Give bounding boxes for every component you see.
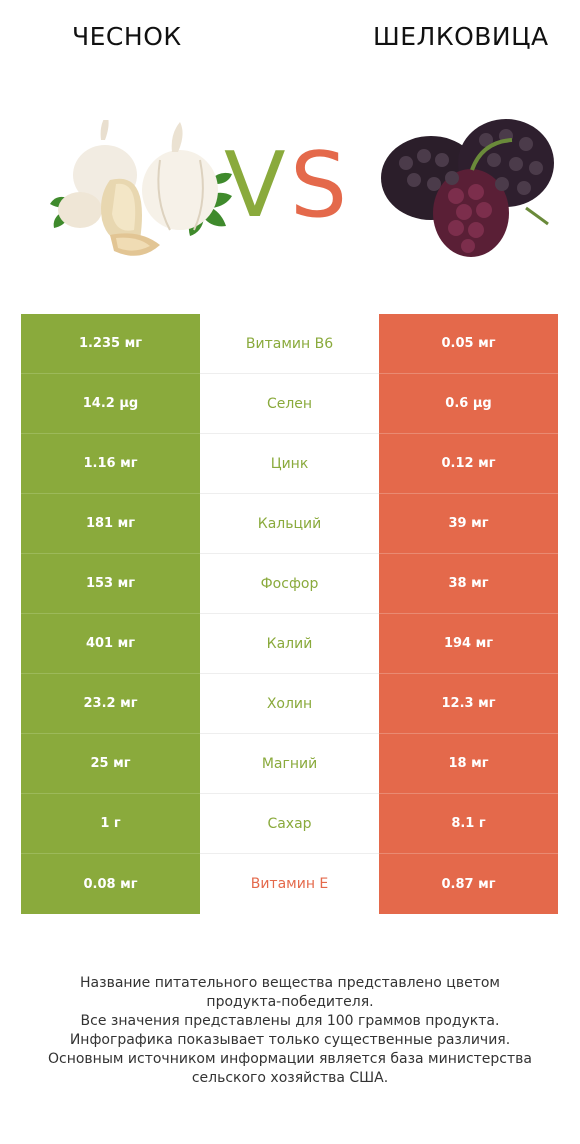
footnote-line: Основным источником информации является … (48, 1051, 532, 1067)
garlic-illustration-icon (50, 120, 232, 256)
table-row: 14.2 µg Селен 0.6 µg (21, 374, 558, 434)
table-row: 1.16 мг Цинк 0.12 мг (21, 434, 558, 494)
nutrient-name: Фосфор (200, 554, 379, 614)
left-food-value: 25 мг (21, 734, 200, 794)
footnote: Название питательного вещества представл… (20, 974, 560, 1088)
left-food-title: ЧЕСНОК (72, 22, 182, 51)
right-food-value: 18 мг (379, 734, 558, 794)
nutrient-name: Магний (200, 734, 379, 794)
left-food-value: 1 г (21, 794, 200, 854)
table-row: 153 мг Фосфор 38 мг (21, 554, 558, 614)
footnote-line: Все значения представлены для 100 граммо… (80, 1013, 500, 1029)
left-food-value: 23.2 мг (21, 674, 200, 734)
table-row: 181 мг Кальций 39 мг (21, 494, 558, 554)
nutrient-name: Сахар (200, 794, 379, 854)
right-food-value: 0.6 µg (379, 374, 558, 434)
left-food-value: 14.2 µg (21, 374, 200, 434)
table-row: 25 мг Магний 18 мг (21, 734, 558, 794)
right-food-value: 0.12 мг (379, 434, 558, 494)
svg-text:V: V (224, 133, 286, 228)
table-row: 1 г Сахар 8.1 г (21, 794, 558, 854)
right-food-value: 38 мг (379, 554, 558, 614)
right-food-value: 39 мг (379, 494, 558, 554)
footnote-line: сельского хозяйства США. (191, 1070, 389, 1086)
right-food-value: 0.87 мг (379, 854, 558, 914)
right-food-title: ШЕЛКОВИЦА (373, 22, 549, 51)
left-food-value: 1.235 мг (21, 314, 200, 374)
table-row: 0.08 мг Витамин E 0.87 мг (21, 854, 558, 914)
nutrient-name: Витамин E (200, 854, 379, 914)
svg-text:S: S (290, 133, 347, 228)
nutrient-comparison-table: 1.235 мг Витамин B6 0.05 мг 14.2 µg Селен 0.6… (21, 314, 558, 914)
right-food-value: 0.05 мг (379, 314, 558, 374)
table-row: 1.235 мг Витамин B6 0.05 мг (21, 314, 558, 374)
table-row: 23.2 мг Холин 12.3 мг (21, 674, 558, 734)
right-food-value: 8.1 г (379, 794, 558, 854)
mulberry-illustration-icon (381, 119, 554, 257)
left-food-value: 0.08 мг (21, 854, 200, 914)
right-food-value: 12.3 мг (379, 674, 558, 734)
left-food-value: 401 мг (21, 614, 200, 674)
nutrient-name: Холин (200, 674, 379, 734)
footnote-line: Название питательного вещества представл… (80, 975, 500, 991)
footnote-line: продукта-победителя. (206, 994, 374, 1010)
table-row: 401 мг Калий 194 мг (21, 614, 558, 674)
left-food-value: 1.16 мг (21, 434, 200, 494)
left-food-value: 153 мг (21, 554, 200, 614)
vs-label: V S (224, 133, 347, 228)
nutrient-name: Калий (200, 614, 379, 674)
left-food-value: 181 мг (21, 494, 200, 554)
nutrient-name: Витамин B6 (200, 314, 379, 374)
nutrient-name: Кальций (200, 494, 379, 554)
nutrient-name: Цинк (200, 434, 379, 494)
footnote-line: Инфографика показывает только существенн… (69, 1032, 511, 1048)
nutrient-name: Селен (200, 374, 379, 434)
right-food-value: 194 мг (379, 614, 558, 674)
